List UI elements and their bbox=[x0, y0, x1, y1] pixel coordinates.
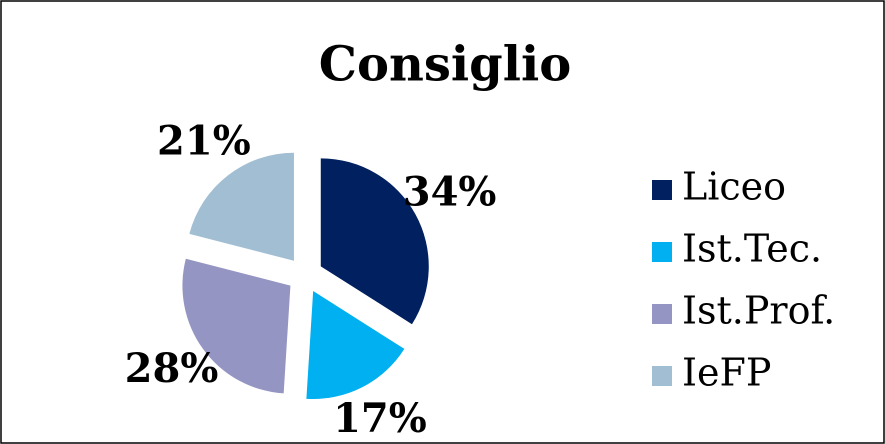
legend-swatch bbox=[652, 304, 672, 324]
pie-slice bbox=[189, 152, 294, 261]
legend-swatch bbox=[652, 366, 672, 386]
legend-label: IeFP bbox=[682, 351, 771, 395]
legend-label: Liceo bbox=[682, 165, 786, 209]
legend-swatch bbox=[652, 242, 672, 262]
pie-slice bbox=[306, 291, 405, 400]
data-label: 17% bbox=[333, 395, 427, 442]
legend-label: Ist.Tec. bbox=[682, 227, 822, 271]
pie-slice bbox=[320, 158, 429, 325]
legend-swatch bbox=[652, 180, 672, 200]
legend-label: Ist.Prof. bbox=[682, 289, 835, 333]
data-label: 28% bbox=[125, 345, 219, 392]
pie-slice bbox=[182, 258, 291, 394]
chart-title: Consiglio bbox=[319, 37, 571, 93]
data-label: 34% bbox=[403, 169, 497, 216]
data-label: 21% bbox=[157, 118, 251, 165]
